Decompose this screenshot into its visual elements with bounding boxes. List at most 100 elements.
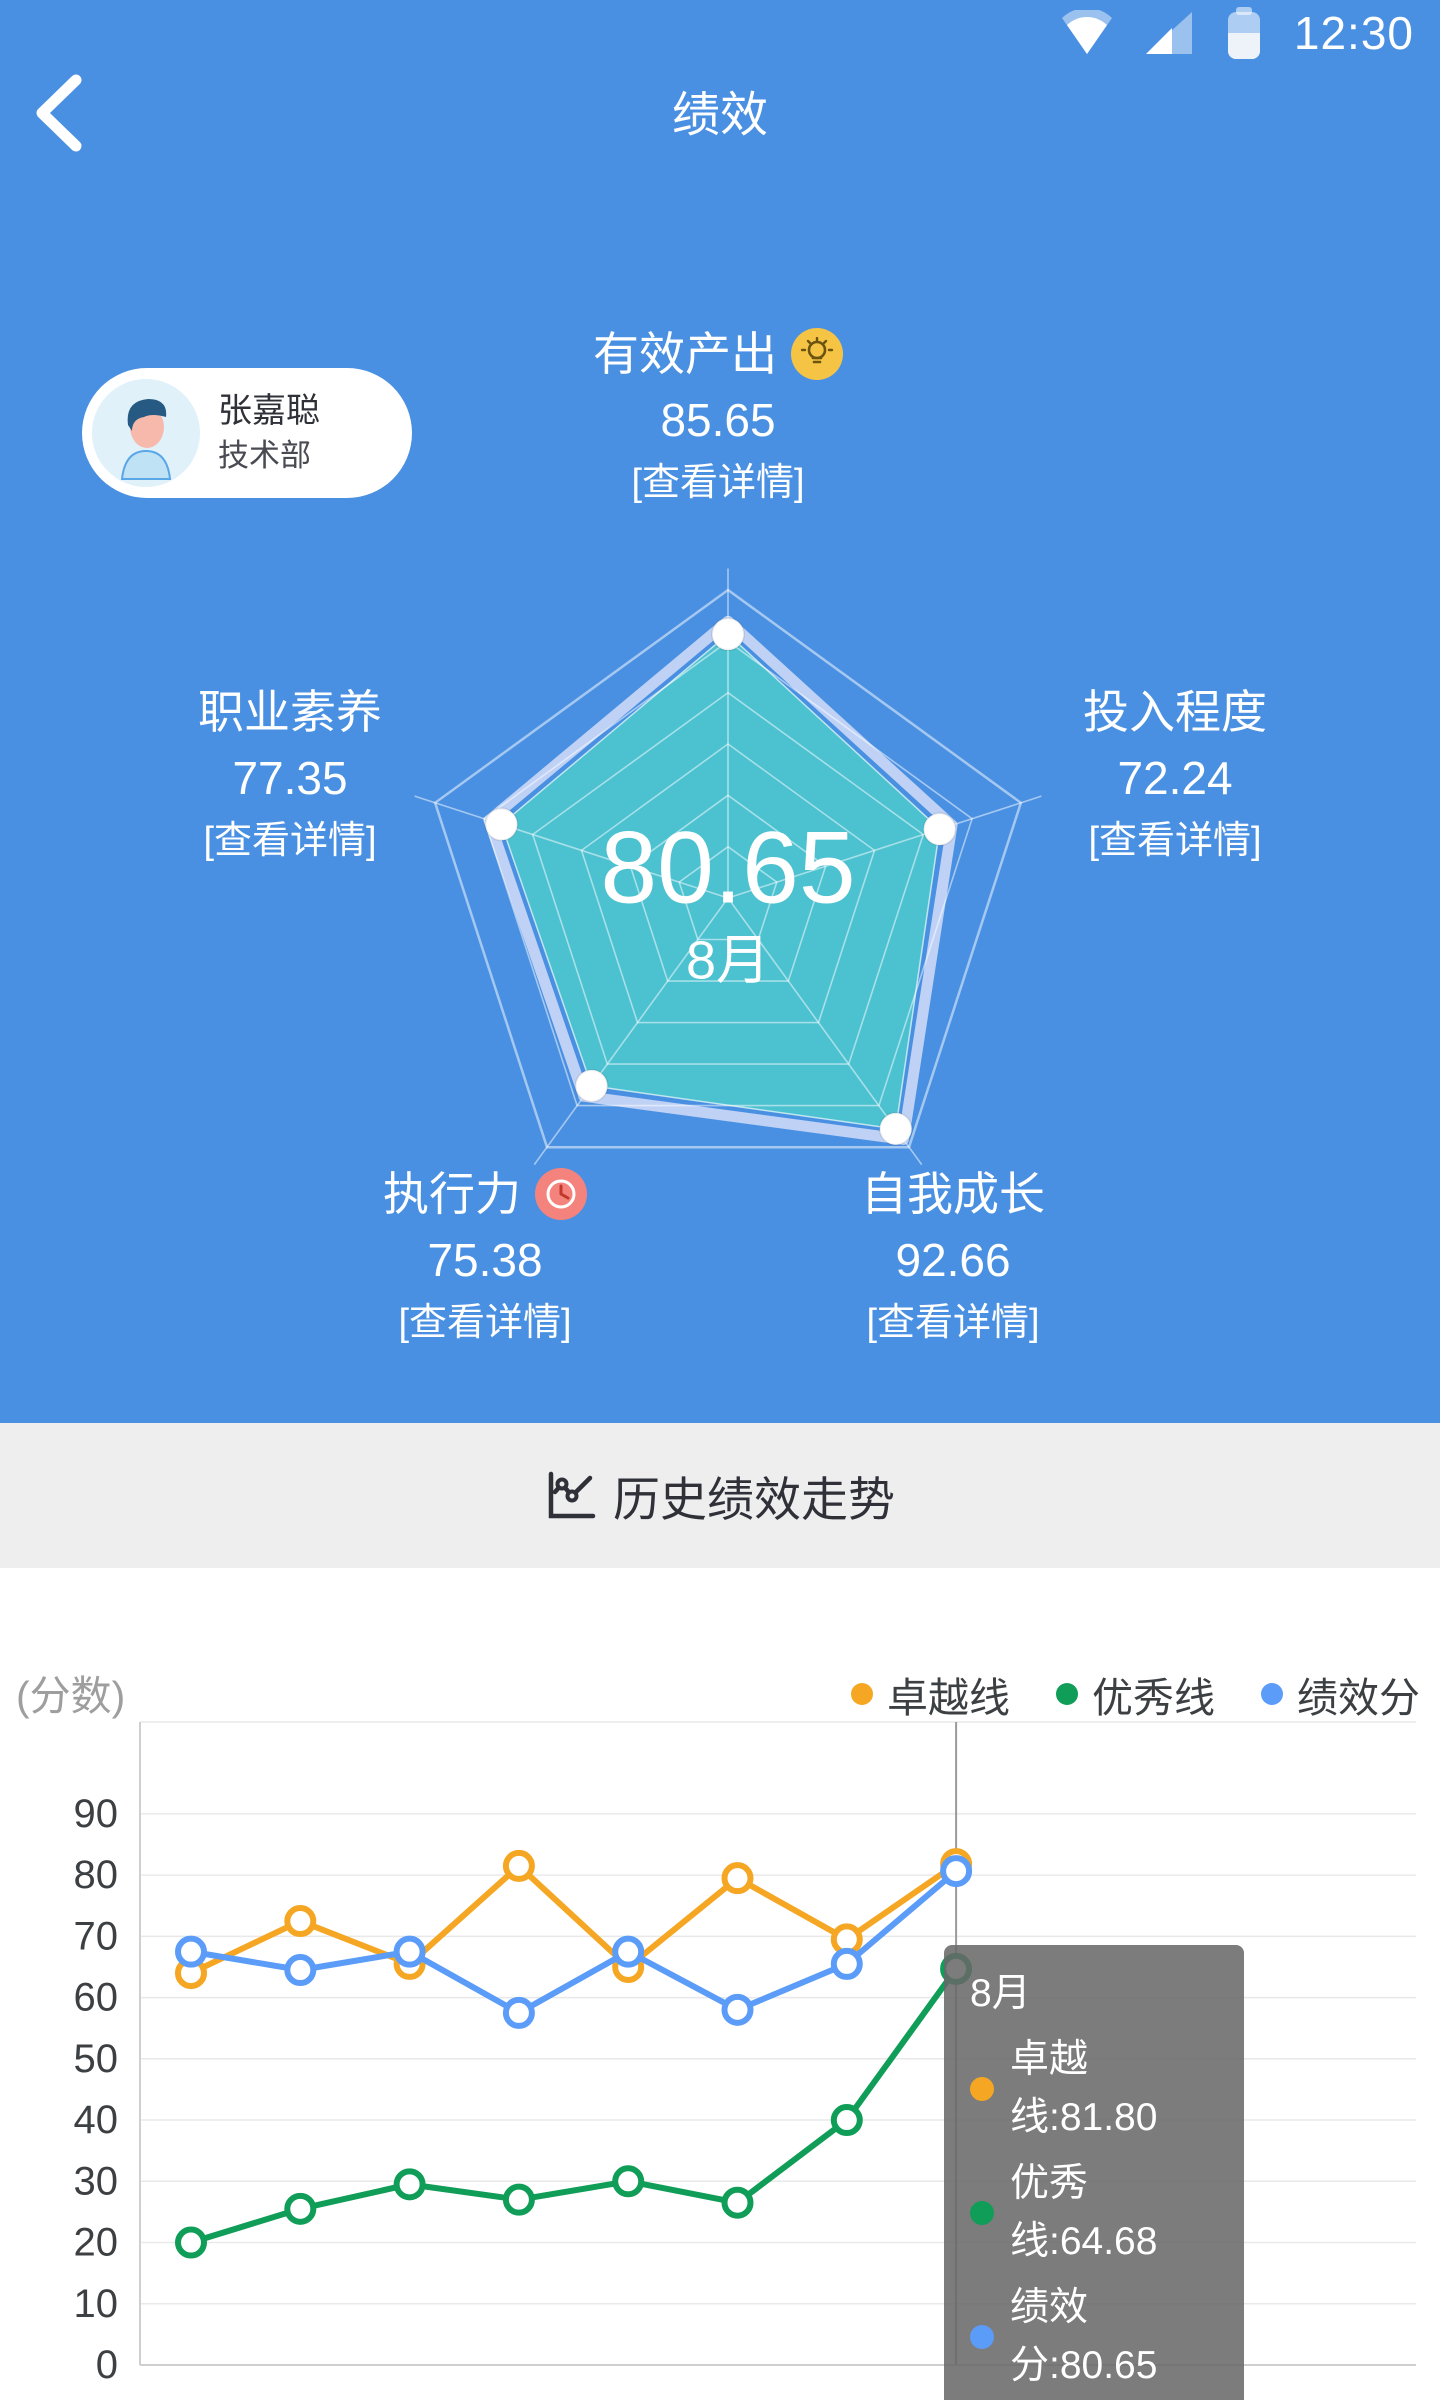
signal-icon — [1144, 10, 1194, 56]
dimension-value: 75.38 — [427, 1234, 543, 1286]
battery-icon — [1224, 7, 1264, 59]
dimension-self-growth: 自我成长 92.66 [查看详情] — [861, 1162, 1045, 1352]
radar-center-score: 80.65 — [600, 810, 856, 925]
data-point — [284, 2192, 317, 2225]
data-point — [284, 1954, 317, 1987]
dimension-label: 投入程度 — [1083, 686, 1267, 738]
tooltip-row: 绩效分:80.65 — [970, 2279, 1218, 2395]
legend-item-优秀线[interactable]: 优秀线 — [1056, 1664, 1215, 1724]
data-point — [502, 2183, 535, 2216]
history-section-title: 历史绩效走势 — [613, 1473, 895, 1526]
user-name: 张嘉聪 — [218, 392, 320, 431]
back-button[interactable] — [18, 68, 98, 158]
y-axis-tick-label: 30 — [74, 2159, 119, 2203]
y-axis-tick-label: 0 — [96, 2343, 118, 2387]
y-axis-tick-label: 60 — [74, 1976, 119, 2020]
series-line-绩效分 — [190, 1868, 959, 2016]
status-time: 12:30 — [1293, 7, 1414, 59]
data-point — [502, 1996, 535, 2029]
history-section-header: 历史绩效走势 — [0, 1423, 1440, 1568]
data-point — [830, 1947, 863, 1980]
user-dept: 技术部 — [218, 437, 311, 473]
lightbulb-icon — [791, 328, 843, 380]
y-axis-tick-label: 90 — [74, 1792, 119, 1836]
dimension-label: 有效产出 — [593, 328, 777, 380]
legend-item-卓越线[interactable]: 卓越线 — [851, 1664, 1010, 1724]
radar-vertex-dot — [711, 617, 745, 652]
radar-vertex-dot — [574, 1068, 609, 1103]
view-detail-link[interactable]: [查看详情] — [398, 1302, 572, 1344]
avatar — [92, 379, 200, 487]
tooltip-title: 8月 — [970, 1972, 1031, 2015]
dimension-label: 职业素养 — [198, 686, 382, 738]
legend-dot — [851, 1683, 873, 1705]
y-axis-tick-label: 50 — [74, 2037, 119, 2081]
data-point — [502, 1849, 535, 1882]
y-axis-tick-label: 80 — [74, 1853, 119, 1897]
radar-chart[interactable] — [0, 0, 1440, 1423]
data-point — [175, 1935, 207, 1968]
data-point — [940, 1855, 973, 1888]
tooltip-row: 优秀线:64.68 — [970, 2155, 1218, 2271]
dimension-execution: 执行力 75.38 [查看详情] — [383, 1162, 587, 1352]
performance-hero-section: 12:30 绩效 80.65 8月 — [0, 0, 1440, 1423]
data-point — [175, 2226, 207, 2259]
view-detail-link[interactable]: [查看详情] — [1088, 820, 1262, 862]
legend-dot — [1056, 1683, 1078, 1705]
data-point — [393, 2168, 426, 2201]
view-detail-link[interactable]: [查看详情] — [203, 820, 377, 862]
view-detail-link[interactable]: [查看详情] — [866, 1302, 1040, 1344]
dimension-label: 执行力 — [383, 1168, 521, 1220]
tooltip-series-value: 绩效分:80.65 — [1010, 2286, 1158, 2387]
tooltip-row: 卓越线:81.80 — [970, 2031, 1218, 2147]
tooltip-series-value: 卓越线:81.80 — [1010, 2038, 1158, 2139]
radar-vertex-dot — [484, 807, 519, 842]
dimension-value: 92.66 — [895, 1234, 1011, 1286]
nav-bar: 绩效 — [0, 66, 1440, 166]
data-point — [284, 1905, 317, 1938]
dimension-value: 77.35 — [232, 752, 348, 804]
y-axis-tick-label: 20 — [74, 2221, 119, 2265]
chart-tooltip: 8月 卓越线:81.80 优秀线:64.68 绩效分:80.65 — [944, 1945, 1244, 2400]
y-axis-tick-label: 40 — [74, 2098, 119, 2142]
tooltip-series-dot — [970, 2201, 994, 2225]
user-meta: 张嘉聪 技术部 — [218, 390, 320, 475]
radar-vertex-dot — [878, 1111, 913, 1146]
dimension-engagement: 投入程度 72.24 [查看详情] — [1083, 680, 1267, 870]
view-detail-link[interactable]: [查看详情] — [631, 462, 805, 504]
trend-chart-icon — [545, 1470, 597, 1522]
wifi-icon — [1060, 10, 1114, 56]
clock-icon — [535, 1168, 587, 1220]
tooltip-series-value: 优秀线:64.68 — [1010, 2162, 1158, 2263]
y-axis-tick-label: 70 — [74, 1914, 119, 1958]
chart-legend: 卓越线 优秀线 绩效分 — [851, 1664, 1420, 1724]
status-bar: 12:30 — [0, 0, 1440, 66]
data-point — [830, 2104, 863, 2137]
y-axis-tick-label: 10 — [74, 2282, 119, 2326]
user-badge[interactable]: 张嘉聪 技术部 — [82, 368, 412, 498]
legend-label: 优秀线 — [1092, 1675, 1215, 1721]
data-point — [393, 1935, 426, 1968]
legend-dot — [1261, 1683, 1283, 1705]
legend-label: 卓越线 — [887, 1675, 1010, 1721]
dimension-professionalism: 职业素养 77.35 [查看详情] — [198, 680, 382, 870]
data-point — [721, 2186, 754, 2219]
data-point — [721, 1993, 754, 2026]
data-point — [612, 1935, 645, 1968]
dimension-label: 自我成长 — [861, 1168, 1045, 1220]
legend-item-绩效分[interactable]: 绩效分 — [1261, 1664, 1420, 1724]
dimension-effective-output: 有效产出 85.65 [查看详情] — [593, 322, 843, 512]
series-line-优秀线 — [190, 1967, 959, 2246]
tooltip-series-dot — [970, 2325, 994, 2349]
page-title: 绩效 — [671, 89, 768, 142]
radar-center-month: 8月 — [685, 930, 771, 991]
data-point — [612, 2165, 645, 2198]
dimension-value: 85.65 — [660, 394, 776, 446]
y-axis-unit-label: (分数) — [16, 1673, 126, 1719]
dimension-value: 72.24 — [1117, 752, 1233, 804]
legend-label: 绩效分 — [1297, 1675, 1420, 1721]
series-line-卓越线 — [189, 1861, 958, 1976]
data-point — [721, 1862, 754, 1895]
history-chart-area: (分数) 卓越线 优秀线 绩效分 0 10 20 30 40 50 60 70 80 90 8月 卓越… — [0, 1568, 1440, 2400]
